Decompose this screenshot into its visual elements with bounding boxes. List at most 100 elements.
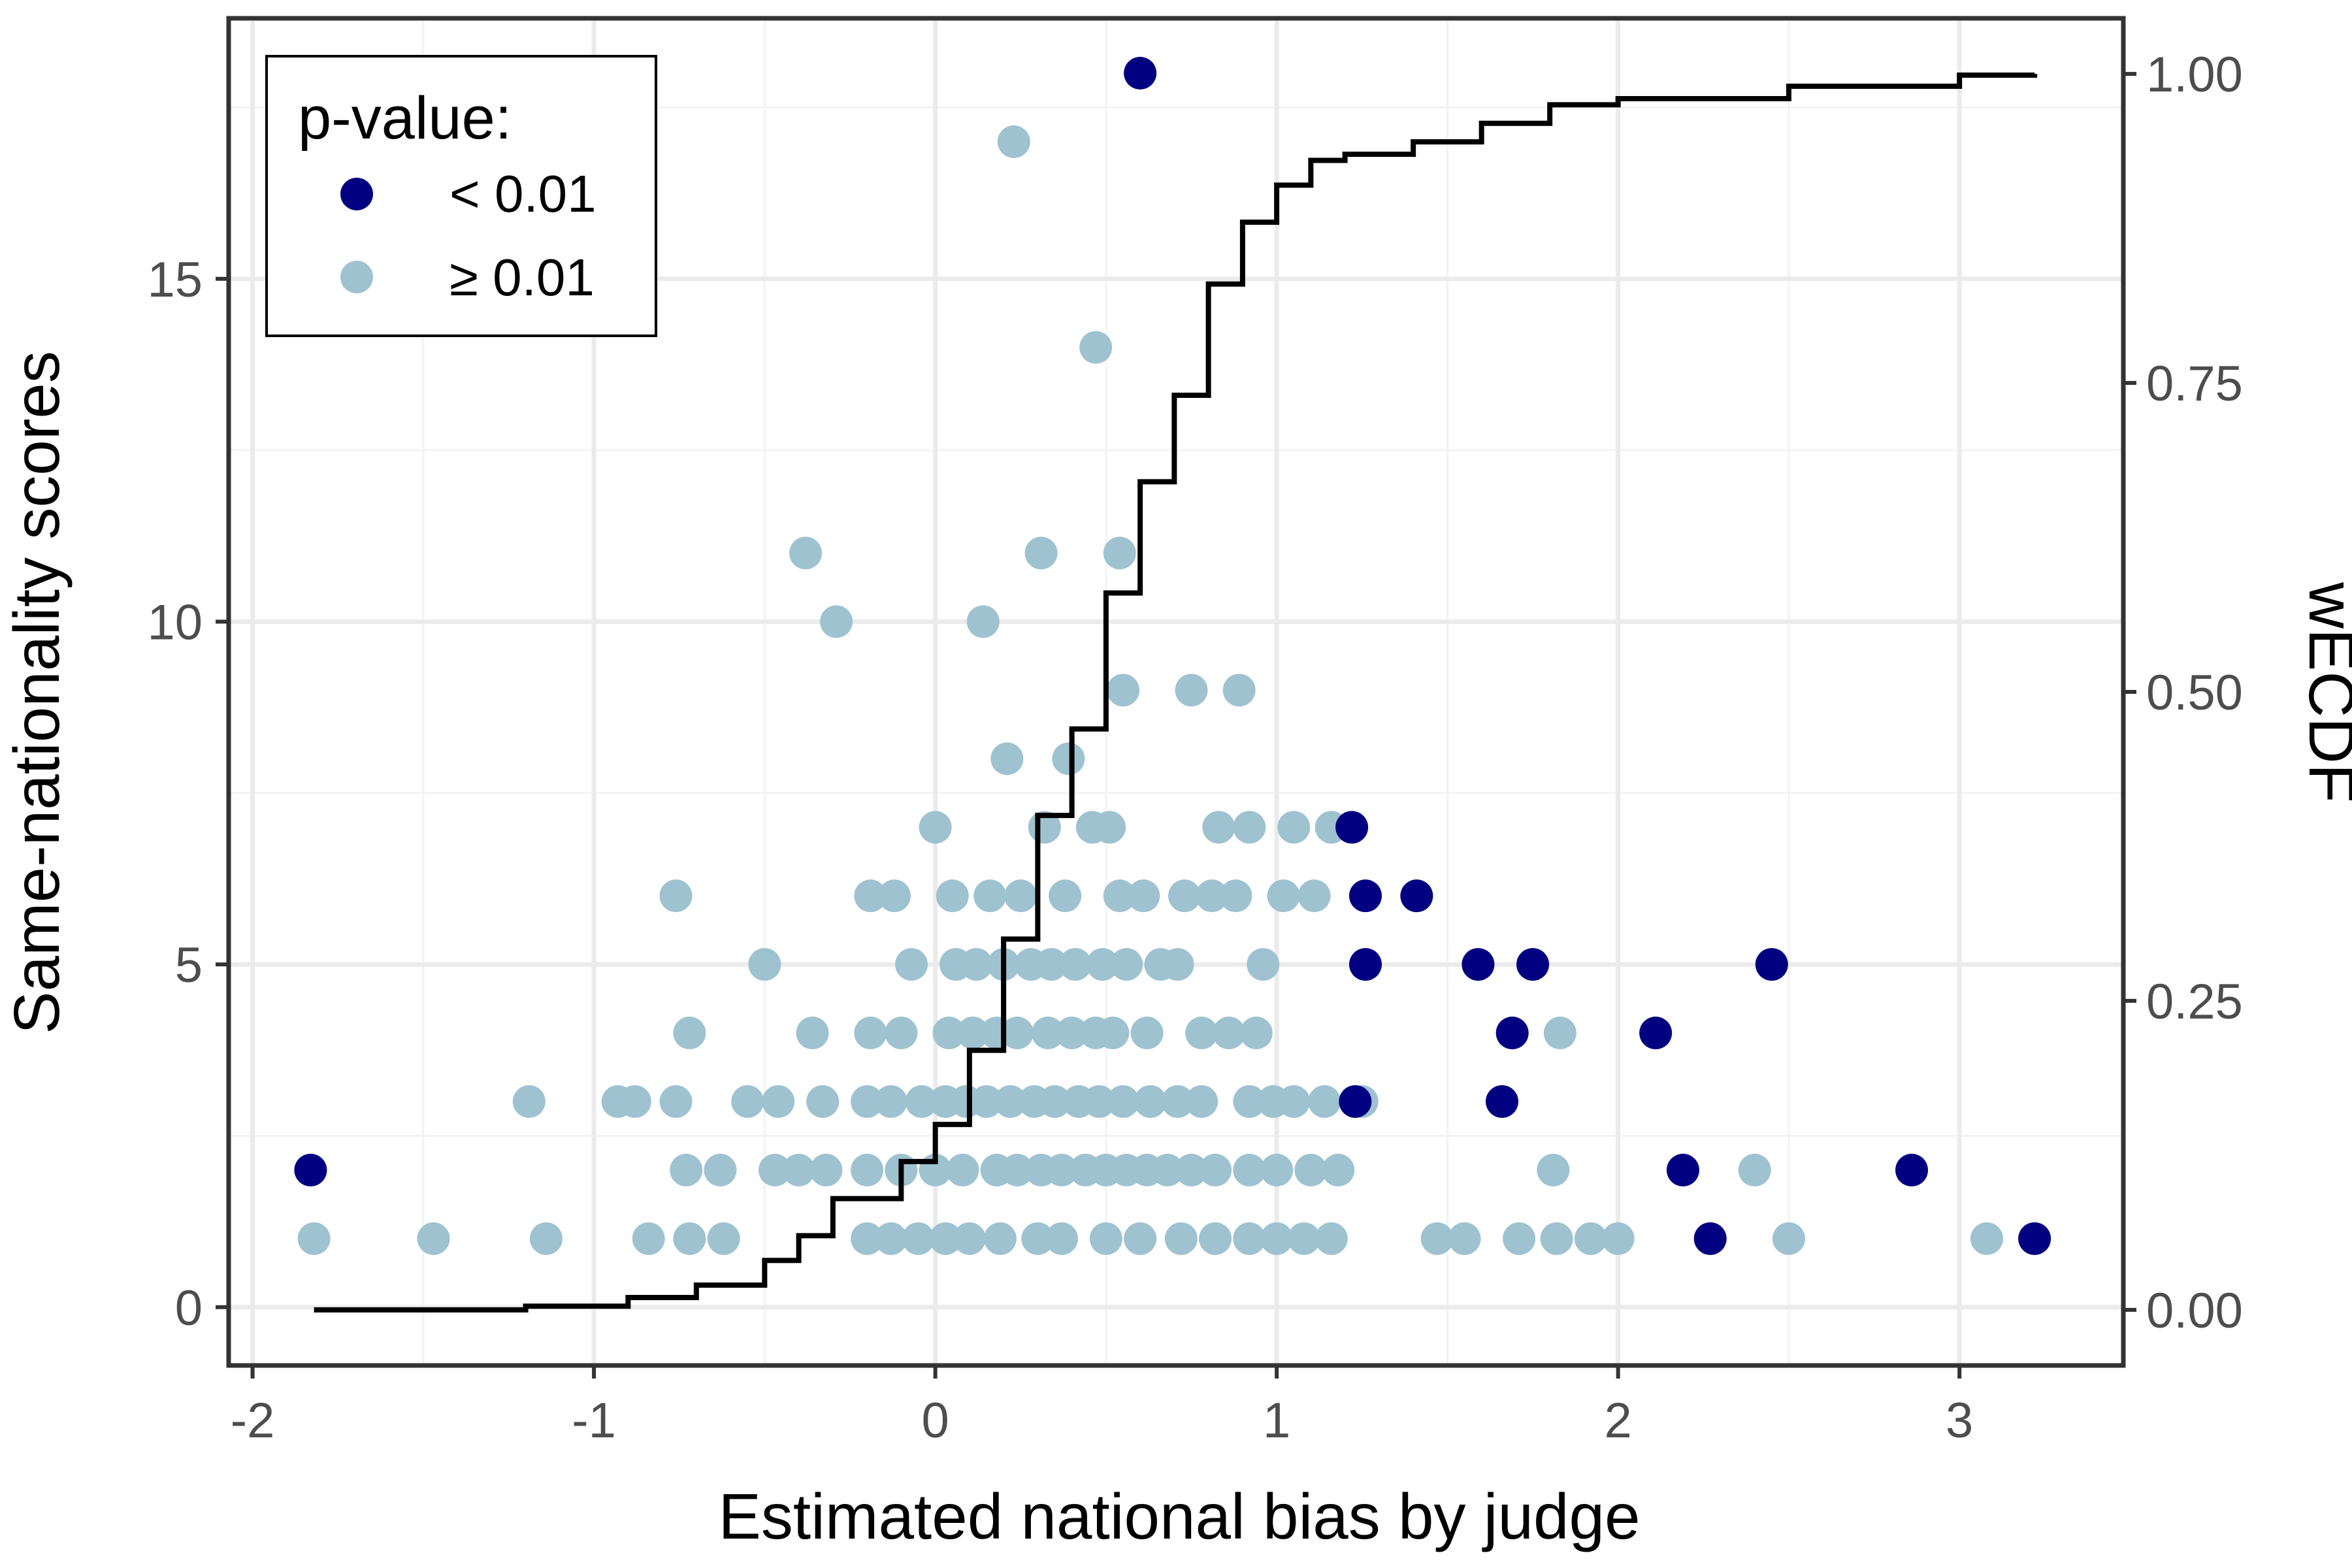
y-tick-label: 0 [175, 1281, 203, 1336]
point-not-significant [874, 1085, 907, 1118]
point-not-significant [960, 948, 993, 981]
y-tick-label: 5 [175, 938, 203, 993]
point-significant [1124, 56, 1157, 90]
legend-title: p-value: [298, 85, 512, 152]
point-not-significant [782, 1153, 815, 1186]
point-not-significant [1233, 1085, 1266, 1118]
point-not-significant [1233, 1153, 1266, 1186]
point-not-significant [1168, 879, 1201, 913]
point-not-significant [1287, 1222, 1320, 1255]
point-not-significant [796, 1017, 829, 1050]
point-significant [294, 1153, 327, 1186]
point-not-significant [1045, 1222, 1078, 1255]
point-not-significant [874, 1222, 907, 1255]
point-not-significant [919, 811, 952, 844]
legend-label-not-significant: ≥ 0.01 [449, 248, 595, 306]
points-not-significant [297, 125, 2003, 1255]
point-not-significant [762, 1085, 795, 1118]
point-not-significant [1083, 1085, 1116, 1118]
y-tick-label: 10 [147, 595, 203, 650]
point-not-significant [417, 1222, 450, 1255]
y-axis-title: Same-nationality scores [1, 351, 73, 1034]
legend-box [265, 55, 657, 337]
point-not-significant [659, 1085, 693, 1118]
point-not-significant [1420, 1222, 1454, 1255]
point-not-significant [946, 1153, 979, 1186]
point-not-significant [1448, 1222, 1481, 1255]
y2-tick-labels: 0.00 0.25 0.50 0.75 1.00 [2146, 47, 2243, 1339]
point-not-significant [1543, 1017, 1576, 1050]
point-not-significant [1277, 811, 1311, 844]
legend-key-not-significant [340, 261, 373, 293]
point-not-significant [618, 1085, 651, 1118]
point-not-significant [1970, 1222, 2003, 1255]
point-not-significant [1107, 674, 1140, 707]
point-not-significant [1212, 1017, 1245, 1050]
y2-tick-label: 1.00 [2146, 47, 2243, 103]
point-not-significant [1175, 674, 1208, 707]
point-not-significant [994, 1085, 1027, 1118]
point-not-significant [1738, 1153, 1771, 1186]
point-not-significant [1103, 536, 1136, 570]
point-not-significant [1161, 948, 1194, 981]
point-not-significant [670, 1153, 703, 1186]
point-not-significant [1079, 331, 1113, 364]
point-not-significant [885, 1017, 918, 1050]
y2-axis-title: wECDF [2296, 581, 2352, 803]
point-not-significant [1772, 1222, 1805, 1255]
point-not-significant [1151, 1153, 1184, 1186]
point-significant [1486, 1085, 1519, 1118]
point-significant [1339, 1085, 1372, 1118]
point-not-significant [1315, 1222, 1348, 1255]
point-not-significant [673, 1222, 706, 1255]
point-significant [1516, 948, 1550, 981]
point-not-significant [895, 948, 928, 981]
y-tick-label: 15 [147, 252, 203, 308]
legend-label-significant: < 0.01 [449, 165, 596, 223]
point-not-significant [1574, 1222, 1607, 1255]
point-not-significant [1058, 948, 1092, 981]
point-not-significant [1222, 674, 1256, 707]
point-significant [2018, 1222, 2051, 1255]
point-not-significant [1093, 811, 1126, 844]
y2-tick-label: 0.75 [2146, 356, 2243, 412]
point-not-significant [1260, 1153, 1294, 1186]
point-not-significant [1537, 1153, 1570, 1186]
x-axis-title: Estimated national bias by judge [719, 1480, 1641, 1552]
point-not-significant [1322, 1153, 1355, 1186]
point-not-significant [990, 742, 1024, 776]
point-significant [1693, 1222, 1727, 1255]
point-not-significant [748, 948, 781, 981]
point-not-significant [1247, 948, 1280, 981]
point-not-significant [1001, 1017, 1034, 1050]
x-tick-label: 1 [1263, 1393, 1290, 1448]
point-significant [1349, 879, 1382, 913]
point-not-significant [707, 1222, 740, 1255]
point-not-significant [1035, 948, 1068, 981]
point-not-significant [1503, 1222, 1536, 1255]
point-not-significant [1161, 1085, 1194, 1118]
point-significant [1755, 948, 1788, 981]
point-not-significant [902, 1222, 935, 1255]
point-not-significant [789, 536, 823, 570]
wecdf-line [314, 73, 2038, 1313]
point-significant [1335, 811, 1369, 844]
point-not-significant [1175, 1153, 1208, 1186]
point-not-significant [1308, 1085, 1341, 1118]
point-not-significant [854, 879, 887, 913]
point-not-significant [1103, 879, 1136, 913]
point-not-significant [1032, 1017, 1065, 1050]
point-not-significant [1199, 1153, 1232, 1186]
point-not-significant [1096, 1017, 1130, 1050]
y2-tick-label: 0.50 [2146, 665, 2243, 721]
point-not-significant [1124, 1222, 1157, 1255]
legend: p-value: < 0.01 ≥ 0.01 [265, 55, 657, 337]
point-not-significant [1219, 879, 1252, 913]
y2-tick-label: 0.25 [2146, 974, 2243, 1030]
point-not-significant [973, 879, 1007, 913]
axis-ticks [216, 72, 2136, 1379]
point-significant [1495, 1017, 1529, 1050]
point-not-significant [632, 1222, 665, 1255]
point-not-significant [1540, 1222, 1573, 1255]
